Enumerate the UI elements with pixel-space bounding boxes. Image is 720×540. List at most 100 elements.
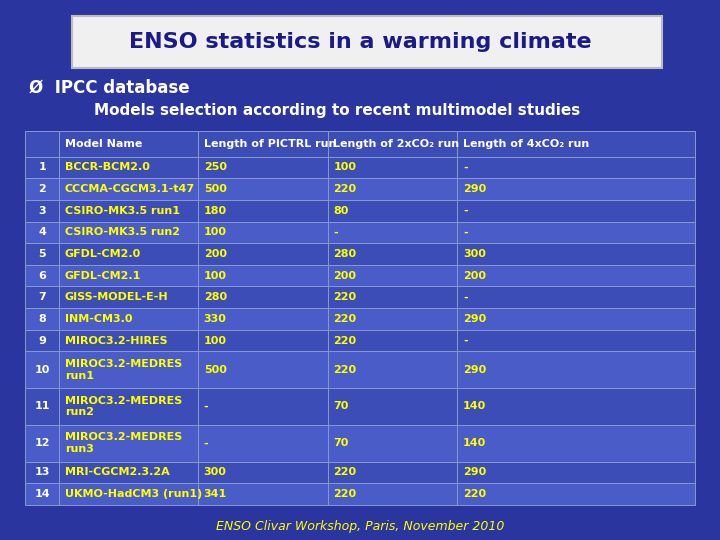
Bar (59, 265, 198, 286)
Bar (457, 425, 695, 462)
Bar (457, 308, 695, 330)
Text: 12: 12 (35, 438, 50, 448)
Bar (457, 200, 695, 221)
Text: 80: 80 (333, 206, 348, 215)
Bar (59, 483, 198, 505)
Text: 140: 140 (463, 401, 486, 411)
Bar (328, 352, 457, 388)
Bar (328, 131, 457, 157)
Bar (457, 286, 695, 308)
Text: 100: 100 (204, 335, 227, 346)
Bar (457, 157, 695, 178)
Text: 330: 330 (204, 314, 227, 324)
Bar (198, 286, 328, 308)
Text: Length of PICTRL run: Length of PICTRL run (204, 139, 336, 148)
Text: 1: 1 (38, 163, 46, 172)
Bar (328, 265, 457, 286)
Bar (328, 200, 457, 221)
Bar (25, 178, 59, 200)
Text: -: - (333, 227, 338, 238)
Text: 220: 220 (333, 335, 356, 346)
Bar (59, 157, 198, 178)
Text: 220: 220 (333, 468, 356, 477)
Bar (457, 330, 695, 352)
Bar (59, 286, 198, 308)
Text: 7: 7 (38, 292, 46, 302)
Text: 220: 220 (463, 489, 486, 499)
Text: 140: 140 (463, 438, 486, 448)
Bar (198, 388, 328, 425)
Bar (457, 352, 695, 388)
Bar (198, 200, 328, 221)
Text: -: - (204, 438, 208, 448)
Bar (198, 308, 328, 330)
Text: -: - (463, 163, 467, 172)
Text: UKMO-HadCM3 (run1): UKMO-HadCM3 (run1) (65, 489, 202, 499)
Text: 500: 500 (204, 184, 227, 194)
Bar (457, 462, 695, 483)
Text: BCCR-BCM2.0: BCCR-BCM2.0 (65, 163, 150, 172)
Bar (59, 352, 198, 388)
Bar (328, 286, 457, 308)
Text: INM-CM3.0: INM-CM3.0 (65, 314, 132, 324)
Text: 70: 70 (333, 438, 348, 448)
Bar (198, 330, 328, 352)
Bar (25, 483, 59, 505)
Bar (457, 243, 695, 265)
Text: 100: 100 (204, 271, 227, 281)
Text: 250: 250 (204, 163, 227, 172)
Text: -: - (463, 227, 467, 238)
Bar (25, 131, 59, 157)
Text: MIROC3.2-HIRES: MIROC3.2-HIRES (65, 335, 168, 346)
Text: MIROC3.2-MEDRES
run1: MIROC3.2-MEDRES run1 (65, 359, 182, 381)
Bar (59, 221, 198, 243)
Bar (198, 157, 328, 178)
Bar (198, 425, 328, 462)
Text: GFDL-CM2.1: GFDL-CM2.1 (65, 271, 141, 281)
Bar (25, 308, 59, 330)
Bar (25, 425, 59, 462)
Text: 14: 14 (35, 489, 50, 499)
Text: 220: 220 (333, 364, 356, 375)
Bar (328, 157, 457, 178)
Text: 200: 200 (333, 271, 356, 281)
Bar (328, 483, 457, 505)
Text: GFDL-CM2.0: GFDL-CM2.0 (65, 249, 141, 259)
Text: 300: 300 (463, 249, 486, 259)
Bar (457, 483, 695, 505)
Text: -: - (463, 335, 467, 346)
Bar (328, 425, 457, 462)
Text: 290: 290 (463, 314, 486, 324)
Bar (198, 483, 328, 505)
Text: 500: 500 (204, 364, 227, 375)
Text: MRI-CGCM2.3.2A: MRI-CGCM2.3.2A (65, 468, 169, 477)
Bar (198, 178, 328, 200)
Text: Length of 4xCO₂ run: Length of 4xCO₂ run (463, 139, 589, 148)
Text: -: - (463, 206, 467, 215)
Text: 4: 4 (38, 227, 46, 238)
Bar (59, 200, 198, 221)
Text: 9: 9 (38, 335, 46, 346)
Text: 8: 8 (38, 314, 46, 324)
Text: Models selection according to recent multimodel studies: Models selection according to recent mul… (94, 103, 580, 118)
Text: 5: 5 (38, 249, 46, 259)
Bar (328, 243, 457, 265)
Text: Length of 2xCO₂ run: Length of 2xCO₂ run (333, 139, 459, 148)
Text: 10: 10 (35, 364, 50, 375)
Text: 70: 70 (333, 401, 348, 411)
Text: 200: 200 (204, 249, 227, 259)
Bar (25, 330, 59, 352)
Bar (59, 462, 198, 483)
Bar (457, 265, 695, 286)
Text: CSIRO-MK3.5 run2: CSIRO-MK3.5 run2 (65, 227, 180, 238)
Bar (328, 221, 457, 243)
Text: 180: 180 (204, 206, 227, 215)
Text: 290: 290 (463, 468, 486, 477)
Bar (328, 388, 457, 425)
Bar (457, 131, 695, 157)
Bar (328, 308, 457, 330)
Bar (328, 178, 457, 200)
Bar (198, 462, 328, 483)
Text: 290: 290 (463, 364, 486, 375)
Text: Ø  IPCC database: Ø IPCC database (29, 78, 189, 97)
